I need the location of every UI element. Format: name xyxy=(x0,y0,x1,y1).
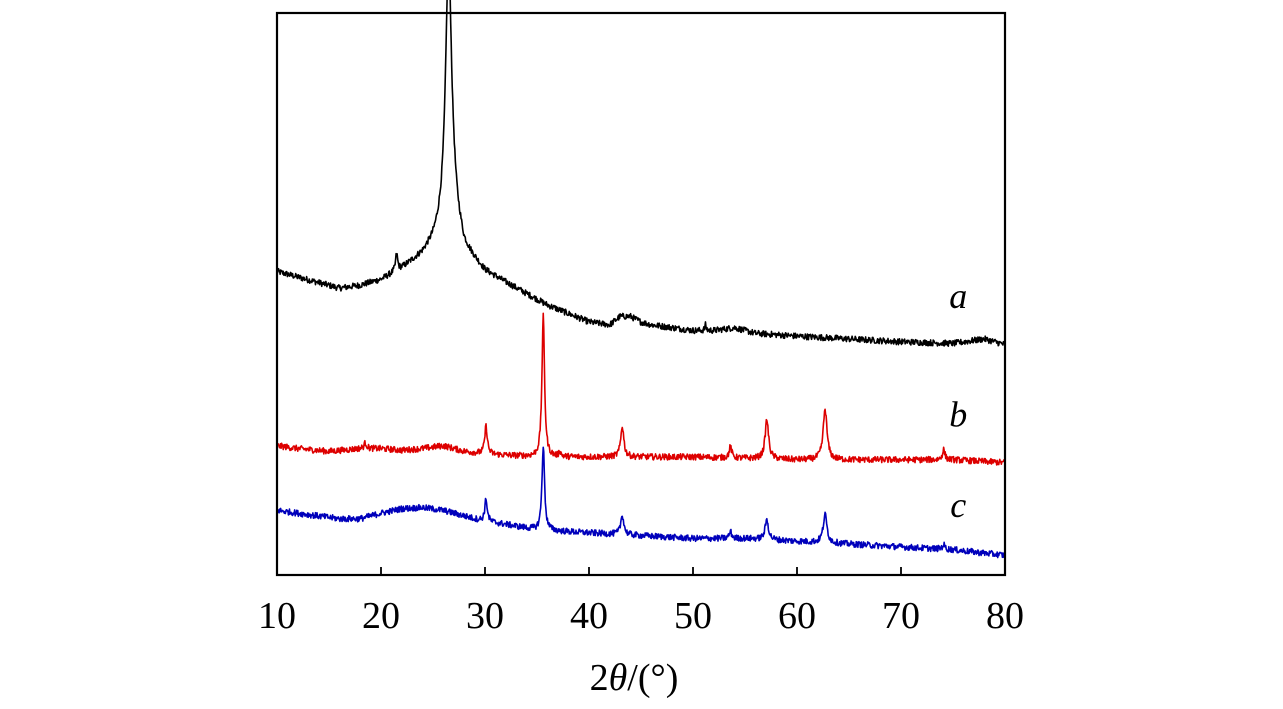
x-axis-title: 2θ/(°) xyxy=(590,657,679,699)
series-a-line xyxy=(276,0,1006,347)
x-tick-label-80: 80 xyxy=(986,595,1024,637)
series-b-label: b xyxy=(949,395,967,435)
plot-frame xyxy=(275,11,1007,577)
series-a-label: a xyxy=(949,276,967,316)
labels-layer: 10 20 30 40 50 60 70 80 a b c xyxy=(258,276,1024,637)
series-c-label: c xyxy=(950,485,966,525)
series-b-line xyxy=(276,312,1006,466)
x-tick-label-20: 20 xyxy=(362,595,400,637)
x-axis-title-theta: θ xyxy=(609,657,628,699)
x-axis-title-prefix: 2 xyxy=(590,657,609,699)
x-tick-label-70: 70 xyxy=(882,595,920,637)
x-axis-title-suffix: /(°) xyxy=(627,657,678,699)
x-tick-label-50: 50 xyxy=(674,595,712,637)
series-c-line xyxy=(276,446,1006,559)
x-tick-label-40: 40 xyxy=(570,595,608,637)
x-tick-label-30: 30 xyxy=(466,595,504,637)
x-tick-label-10: 10 xyxy=(258,595,296,637)
series-layer xyxy=(276,0,1006,559)
ticks-layer xyxy=(276,567,1006,575)
x-tick-label-60: 60 xyxy=(778,595,816,637)
